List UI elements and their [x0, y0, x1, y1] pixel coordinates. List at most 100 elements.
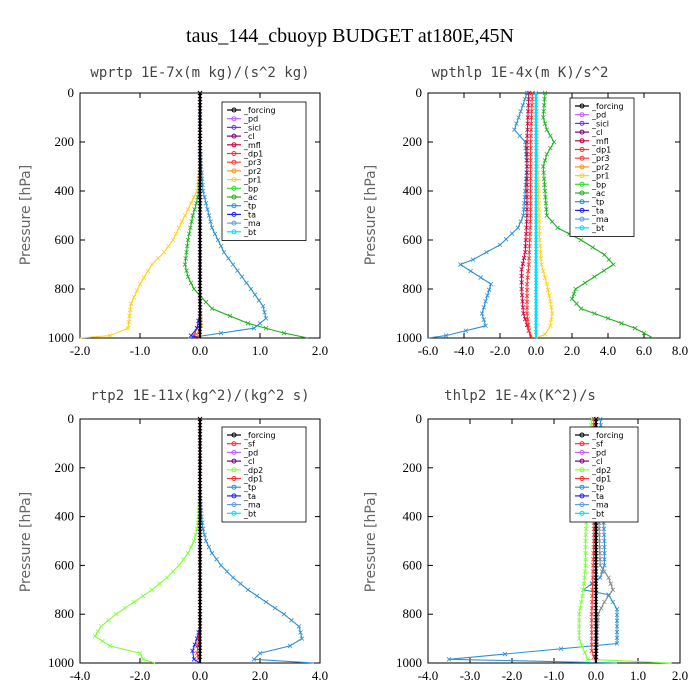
series-marker: [541, 102, 547, 108]
series-marker: [590, 587, 595, 593]
series-marker: [483, 298, 488, 304]
series-marker: [197, 514, 203, 519]
series-marker: [197, 102, 203, 108]
series-marker: [524, 213, 530, 218]
series-marker: [611, 262, 616, 267]
series-marker: [593, 642, 599, 647]
series-marker: [197, 611, 203, 617]
series-marker: [197, 133, 203, 139]
series-marker: [524, 158, 530, 163]
series-marker: [525, 316, 530, 322]
legend-label: _ac: [243, 193, 257, 202]
series-marker: [541, 170, 546, 175]
series-marker: [597, 532, 602, 538]
series-marker: [520, 102, 526, 108]
series-marker: [224, 569, 230, 574]
series-marker: [528, 207, 533, 212]
series-marker: [593, 575, 599, 580]
series-group: [427, 90, 654, 339]
series-marker: [245, 321, 251, 326]
legend-label: _ta: [591, 492, 604, 501]
series-marker: [126, 319, 132, 325]
series-marker: [502, 651, 508, 657]
legend-label: _tp: [591, 483, 604, 492]
series-marker: [519, 267, 524, 272]
series-marker: [548, 145, 553, 151]
series-marker: [533, 256, 539, 261]
series-marker: [205, 207, 210, 212]
series-marker: [209, 306, 215, 311]
series-marker: [524, 293, 530, 299]
series-marker: [186, 231, 192, 237]
series-marker: [134, 288, 140, 293]
series-marker: [589, 630, 595, 635]
series-marker: [525, 322, 531, 328]
series-marker: [593, 605, 599, 611]
axis-ticks: -2.0 -1.0 0.0 1.0 2.0 0 200 400 600 800 1000: [48, 85, 328, 358]
series-marker: [542, 121, 548, 126]
series-marker: [179, 219, 185, 224]
legend-marker: [231, 185, 237, 191]
series-marker: [164, 575, 170, 580]
legend-marker: [579, 510, 585, 516]
series-marker: [298, 630, 303, 635]
series-marker: [548, 298, 553, 304]
series-marker: [497, 242, 503, 248]
legend: _forcing_sf_pd_cl_dp2_dp1_tp_ta_ma_bt: [221, 426, 307, 523]
legend: _forcing_pd_sicl_cl_mfl_dp1_pr3_pr2_pr1_…: [569, 97, 635, 237]
legend-marker: [579, 493, 585, 499]
series-marker: [528, 194, 533, 200]
series-marker: [197, 109, 203, 114]
series-marker: [528, 188, 533, 194]
series-marker: [488, 281, 494, 287]
legend-label: _cl: [243, 132, 255, 141]
series-marker: [281, 330, 287, 336]
series-marker: [100, 638, 105, 644]
series-marker: [197, 274, 203, 280]
series-marker: [589, 599, 595, 605]
panel-title: rtp2 1E-11x(kg^2)/(kg^2 s): [90, 388, 309, 404]
series-marker: [458, 262, 463, 267]
series-marker: [218, 243, 224, 249]
series-marker: [197, 286, 203, 292]
legend-marker: [579, 449, 585, 455]
legend-label: _mfl: [243, 141, 261, 150]
series-marker: [227, 313, 233, 319]
series-marker: [593, 593, 599, 599]
legend-box: [221, 426, 307, 523]
series-marker: [176, 225, 182, 231]
series-marker: [545, 287, 551, 293]
series-marker: [520, 261, 526, 266]
series-marker: [519, 292, 525, 298]
series-marker: [166, 243, 171, 249]
series-marker: [581, 581, 587, 586]
series-marker: [127, 307, 133, 313]
legend-marker: [231, 107, 237, 113]
series-marker: [197, 636, 203, 641]
series-marker: [183, 256, 189, 261]
legend-marker: [231, 458, 237, 464]
series-marker: [522, 249, 528, 255]
series-marker: [197, 624, 203, 629]
series-marker: [579, 643, 585, 648]
series-marker: [544, 127, 550, 133]
legend-label: _forcing: [591, 102, 624, 111]
series-marker: [533, 158, 539, 163]
series-marker: [533, 323, 539, 329]
series-marker: [524, 151, 530, 157]
series-marker: [577, 605, 583, 611]
series-marker: [197, 219, 203, 224]
legend-label: _sicl: [591, 119, 609, 128]
x-tick-label: 2.0: [312, 343, 328, 358]
series-marker: [528, 121, 534, 126]
series-marker: [197, 508, 203, 513]
legend-label: _ma: [591, 215, 609, 224]
series-marker: [593, 636, 599, 641]
series-marker: [540, 115, 546, 120]
series-marker: [582, 575, 587, 580]
series-marker: [601, 526, 607, 532]
legend-label: _pr3: [243, 158, 261, 167]
series-marker: [155, 256, 161, 261]
series-marker: [470, 257, 476, 262]
series-marker: [197, 453, 203, 458]
